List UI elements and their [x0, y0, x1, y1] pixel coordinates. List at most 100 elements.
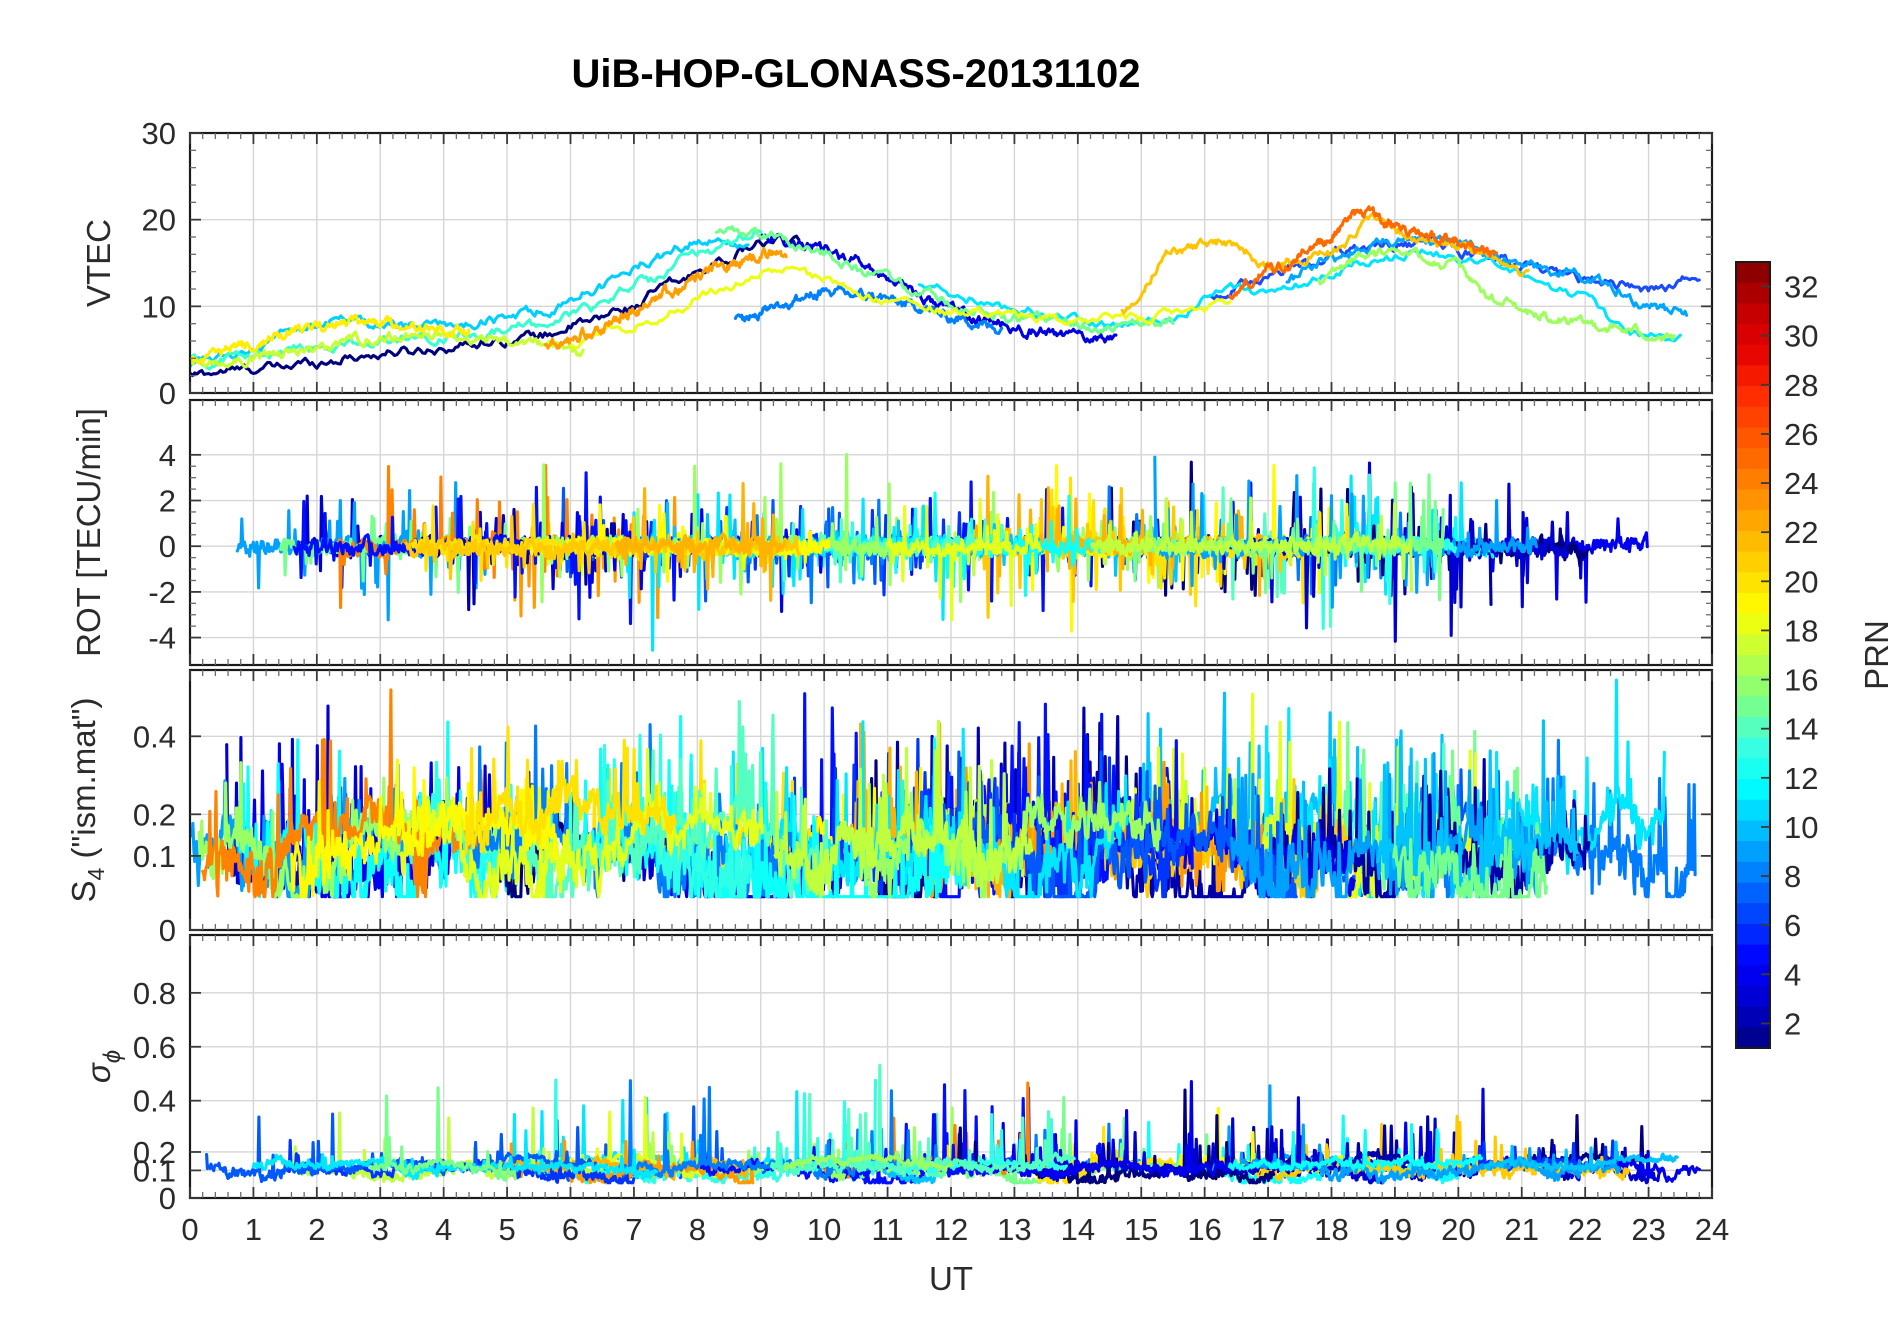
rot-trace-prn-17	[1090, 496, 1414, 593]
ytick-label-vtec: 0	[159, 376, 176, 411]
colorbar-tick-label: 16	[1784, 663, 1818, 698]
xtick-label: 5	[498, 1212, 515, 1247]
ytick-label-vtec: 30	[142, 116, 176, 151]
colorbar-frame	[1735, 261, 1771, 1049]
colorbar-band	[1736, 820, 1770, 842]
vtec-trace-prn-15	[714, 225, 1175, 335]
ytick-label-rot: 4	[159, 438, 176, 473]
colorbar-band	[1736, 717, 1770, 739]
vtec-trace-prn-21	[190, 313, 471, 365]
ytick-label-sigma_phi: 0.1	[133, 1153, 176, 1188]
panel-data-s4	[190, 678, 1697, 899]
colorbar-band	[1736, 365, 1770, 387]
ytick-label-rot: -2	[148, 575, 176, 610]
colorbar-band	[1736, 468, 1770, 491]
colorbar-band	[1736, 923, 1770, 946]
colorbar-band	[1736, 303, 1770, 325]
ytick-label-vtec: 20	[142, 203, 176, 238]
panel-data-rot	[235, 452, 1649, 652]
s4-trace-prn-20	[463, 725, 677, 856]
colorbar-band	[1736, 324, 1770, 346]
colorbar-band	[1736, 655, 1770, 677]
sigma_phi-trace-prn-15	[369, 1086, 517, 1182]
ytick-label-rot: 2	[159, 484, 176, 519]
ytick-label-s4: 0.4	[133, 719, 176, 754]
colorbar-band	[1736, 965, 1770, 987]
xtick-label: 23	[1631, 1212, 1665, 1247]
xtick-label: 8	[689, 1212, 706, 1247]
colorbar-band	[1736, 985, 1770, 1008]
xtick-label: 7	[625, 1212, 642, 1247]
xtick-label: 2	[308, 1212, 325, 1247]
xtick-label: 14	[1061, 1212, 1095, 1247]
sigma_phi-trace-prn-16	[783, 1126, 953, 1173]
colorbar-band	[1736, 489, 1770, 511]
xtick-label: 13	[997, 1212, 1031, 1247]
xtick-label: 19	[1378, 1212, 1412, 1247]
ytick-label-sigma_phi: 0.6	[133, 1030, 176, 1065]
colorbar-band	[1736, 861, 1770, 884]
s4-trace-prn-16	[854, 780, 1162, 899]
rot-trace-prn-12	[825, 491, 1104, 598]
colorbar-band	[1736, 592, 1770, 615]
xtick-label: 22	[1568, 1212, 1602, 1247]
colorbar-tick-label: 12	[1784, 761, 1818, 796]
colorbar-band	[1736, 696, 1770, 718]
s4-trace-prn-17	[773, 719, 1034, 899]
panel-data-vtec	[190, 205, 1701, 378]
colorbar-band	[1736, 779, 1770, 801]
ylabel-s4: S4 ("ism.mat")	[65, 698, 109, 903]
ylabel-sigma-phi: σϕ	[80, 1050, 126, 1083]
colorbar-band	[1736, 282, 1770, 305]
xtick-label: 12	[934, 1212, 968, 1247]
colorbar-band	[1736, 675, 1770, 698]
panel-rot: -4 -2 0 2 4	[148, 398, 1714, 667]
vtec-trace-prn-26	[1228, 205, 1498, 301]
colorbar-tick-label: 20	[1784, 564, 1818, 599]
ytick-label-s4: 0.1	[133, 839, 176, 874]
xtick-label: 4	[435, 1212, 452, 1247]
colorbar-tick-label: 2	[1784, 1006, 1801, 1041]
colorbar-band	[1736, 510, 1770, 532]
ytick-label-sigma_phi: 0	[159, 1181, 176, 1216]
vtec-trace-prn-24	[543, 246, 788, 350]
colorbar-tick-label: 4	[1784, 957, 1801, 992]
xtick-label: 6	[562, 1212, 579, 1247]
xtick-label: 0	[181, 1212, 198, 1247]
sigma_phi-trace-prn-10	[1483, 1140, 1679, 1172]
rot-trace-prn-22	[614, 482, 787, 602]
vtec-trace-prn-2	[759, 232, 1118, 344]
colorbar-label: PRN	[1858, 620, 1895, 690]
xtick-label: 9	[752, 1212, 769, 1247]
colorbar-band	[1736, 903, 1770, 925]
panel-s4: 0 0.1 0.2 0.4	[133, 668, 1714, 948]
ytick-label-sigma_phi: 0.4	[133, 1084, 176, 1119]
colorbar-band	[1736, 944, 1770, 966]
vtec-trace-prn-9	[190, 237, 750, 369]
xtick-label: 16	[1187, 1212, 1221, 1247]
ytick-label-rot: 0	[159, 529, 176, 564]
colorbar-tick-label: 14	[1784, 712, 1818, 747]
ytick-label-rot: -4	[148, 621, 176, 656]
colorbar-tick-label: 32	[1784, 270, 1818, 305]
colorbar-tick-label: 22	[1784, 515, 1818, 550]
s4-trace-prn-24	[201, 688, 484, 899]
colorbar-tick-label: 6	[1784, 908, 1801, 943]
xtick-label: 20	[1441, 1212, 1475, 1247]
panel-sigma_phi: 00.10.2 0.4 0.6 0.8	[133, 933, 1714, 1216]
vtec-trace-prn-17	[1317, 246, 1676, 342]
colorbar-band	[1736, 758, 1770, 780]
colorbar-band	[1736, 799, 1770, 822]
colorbar-band	[1736, 262, 1770, 284]
colorbar-band	[1736, 448, 1770, 470]
ytick-label-s4: 0	[159, 913, 176, 948]
sigma_phi-trace-prn-4	[977, 1079, 1232, 1183]
xtick-label: 17	[1251, 1212, 1285, 1247]
ylabel-vtec: VTEC	[80, 219, 117, 307]
colorbar-band	[1736, 634, 1770, 656]
xtick-label: 3	[372, 1212, 389, 1247]
vtec-trace-prn-20	[568, 265, 1232, 350]
